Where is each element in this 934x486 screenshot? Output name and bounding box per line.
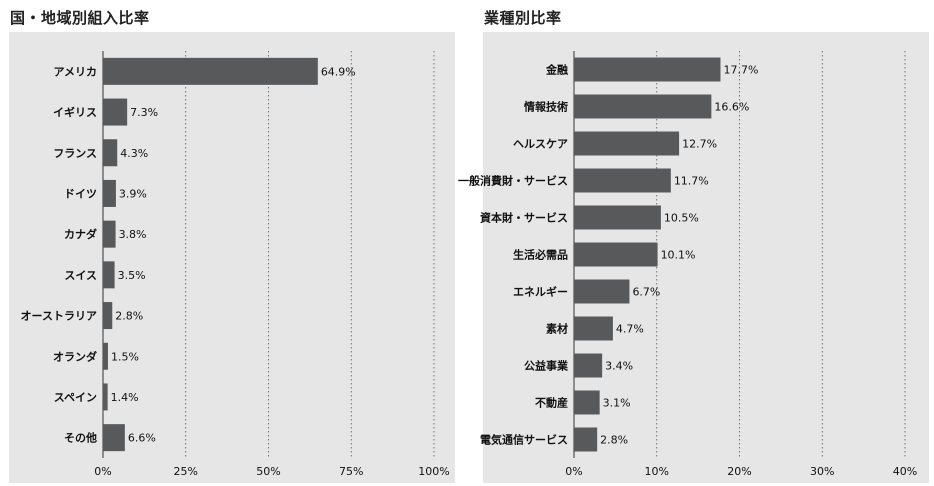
bar (574, 390, 600, 415)
country-chart-title: 国・地域別組入比率 (10, 9, 150, 27)
tick-label: 30% (810, 465, 834, 478)
value-label: 4.3% (120, 147, 148, 160)
bar (574, 427, 598, 452)
value-label: 17.7% (723, 64, 758, 77)
value-label: 10.5% (664, 212, 699, 225)
bar (103, 424, 125, 452)
bar (574, 168, 671, 193)
tick-label: 50% (256, 465, 280, 478)
bar (574, 57, 721, 82)
category-label: オランダ (53, 349, 97, 363)
value-label: 7.3% (130, 106, 158, 119)
value-label: 1.5% (111, 350, 139, 363)
category-label: 公益事業 (524, 359, 569, 373)
value-label: 2.8% (115, 310, 143, 323)
sector-chart: 金融 17.7% 情報技術 16.6% ヘルスケア 12.7% 一般消費財・サービス 11.7… (458, 51, 917, 478)
bar (103, 98, 128, 126)
sector-chart-panel: 金融 17.7% 情報技術 16.6% ヘルスケア 12.7% 一般消費財・サービス 11.7… (458, 32, 929, 483)
bar (103, 261, 115, 289)
value-label: 2.8% (600, 434, 628, 447)
value-label: 16.6% (714, 101, 749, 114)
value-label: 10.1% (661, 249, 696, 262)
bar (574, 242, 658, 267)
bar (103, 179, 116, 207)
value-label: 3.4% (605, 360, 633, 373)
bar (574, 316, 613, 341)
value-label: 3.8% (119, 228, 147, 241)
category-label: ドイツ (64, 187, 97, 200)
sector-chart-title: 業種別比率 (484, 9, 562, 27)
value-label: 12.7% (682, 138, 717, 151)
category-label: 生活必需品 (513, 248, 568, 262)
bar (103, 57, 318, 85)
value-label: 64.9% (321, 65, 356, 78)
tick-label: 0% (94, 465, 111, 478)
category-label: 素材 (546, 322, 568, 336)
tick-label: 10% (645, 465, 669, 478)
value-label: 6.7% (632, 286, 660, 299)
category-label: 不動産 (535, 396, 568, 410)
tick-label: 20% (727, 465, 751, 478)
bar (574, 94, 712, 119)
category-label: 一般消費財・サービス (458, 174, 568, 188)
category-label: ヘルスケア (513, 138, 568, 151)
tick-label: 0% (565, 465, 582, 478)
value-label: 6.6% (128, 432, 156, 445)
category-label: 金融 (545, 63, 568, 77)
category-label: フランス (53, 147, 97, 160)
category-label: スイス (64, 269, 97, 282)
value-label: 1.4% (111, 391, 139, 404)
category-label: イギリス (53, 105, 97, 119)
bar (574, 353, 603, 378)
tick-label: 100% (418, 465, 449, 478)
tick-label: 25% (174, 465, 198, 478)
tick-label: 75% (339, 465, 363, 478)
category-label: その他 (64, 431, 97, 445)
category-label: 資本財・サービス (480, 211, 568, 225)
bar (574, 205, 661, 230)
category-label: アメリカ (54, 65, 97, 78)
country-chart: アメリカ 64.9% イギリス 7.3% フランス 4.3% ドイツ 3.9% カナダ 3.8% ス… (21, 51, 450, 478)
value-label: 3.5% (118, 269, 146, 282)
value-label: 4.7% (616, 323, 644, 336)
bar (103, 383, 108, 411)
country-chart-panel: アメリカ 64.9% イギリス 7.3% フランス 4.3% ドイツ 3.9% カナダ 3.8% ス… (9, 32, 455, 483)
bar (574, 131, 680, 156)
bar (103, 139, 118, 167)
bar (574, 279, 630, 304)
category-label: オーストラリア (21, 310, 97, 323)
value-label: 11.7% (674, 175, 709, 188)
category-label: 情報技術 (524, 100, 568, 114)
bar (103, 220, 116, 248)
category-label: エネルギー (513, 285, 568, 299)
category-label: カナダ (64, 227, 97, 241)
category-label: スペイン (54, 391, 97, 404)
tick-label: 40% (893, 465, 917, 478)
value-label: 3.9% (119, 187, 147, 200)
category-label: 電気通信サービス (480, 433, 568, 447)
value-label: 3.1% (603, 397, 631, 410)
bar (103, 342, 108, 370)
bar (103, 302, 113, 330)
